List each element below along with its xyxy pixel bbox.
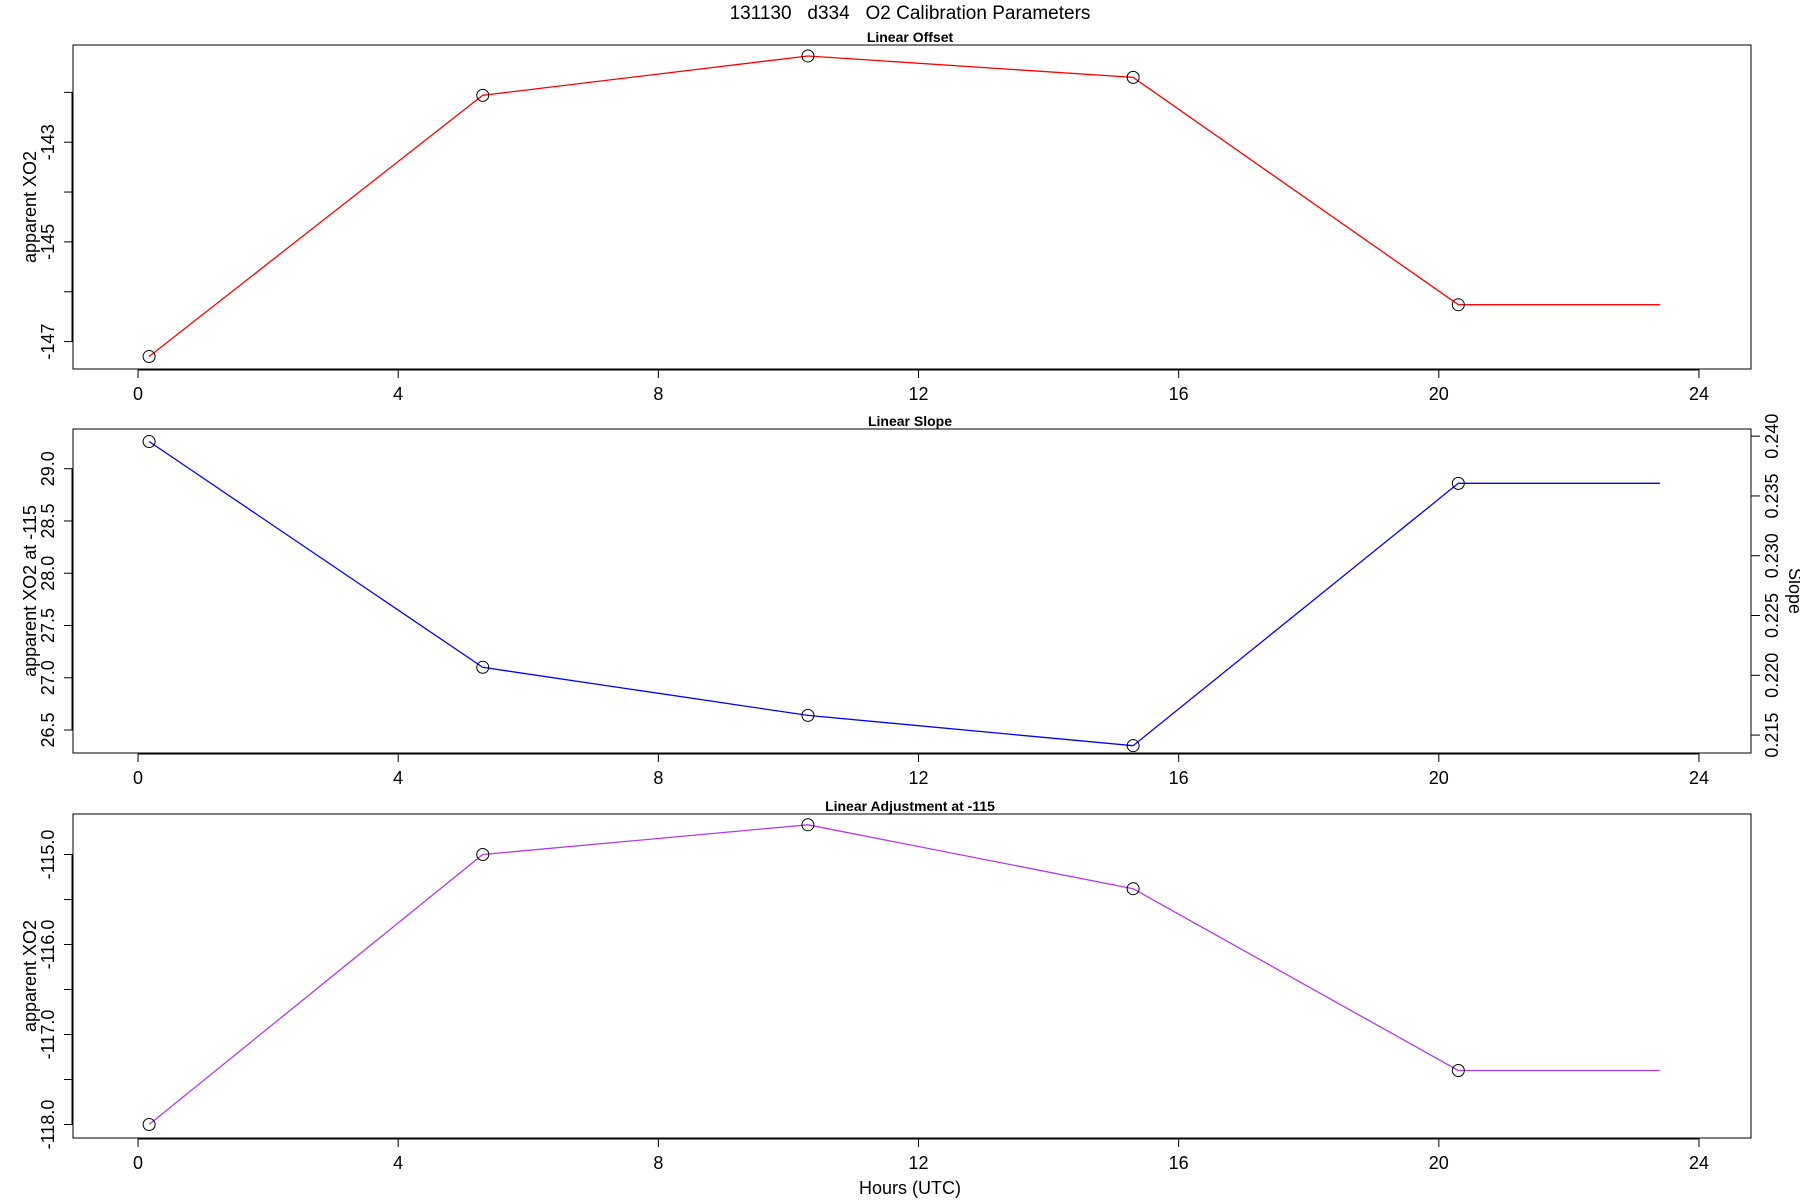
x-tick-label: 24 — [1689, 384, 1709, 404]
x-axis-label: Hours (UTC) — [859, 1178, 961, 1198]
x-tick-label: 20 — [1429, 1153, 1449, 1173]
x-tick-label: 16 — [1169, 384, 1189, 404]
x-tick-label: 24 — [1689, 768, 1709, 788]
x-tick-label: 20 — [1429, 384, 1449, 404]
series-line — [148, 440, 1660, 747]
panel-title: Linear Slope — [868, 413, 952, 429]
y-tick-label: 27.0 — [38, 660, 58, 695]
y-axis: 26.5 27.0 27.5 28.0 28.5 29.0 — [38, 451, 73, 748]
plot-frame — [72, 813, 1752, 1139]
x-tick-label: 20 — [1429, 768, 1449, 788]
data-point — [142, 350, 156, 364]
y-tick-label: 28.5 — [38, 503, 58, 538]
x-tick-label: 0 — [133, 768, 143, 788]
y-axis: -147 -145 -143 — [38, 91, 73, 360]
y-tick-label: -115.0 — [38, 830, 58, 880]
data-point — [1451, 298, 1465, 312]
y-right-tick-label: 0.230 — [1762, 533, 1782, 578]
x-tick-label: 8 — [653, 384, 663, 404]
data-point — [476, 848, 490, 861]
chart-panel-3: Linear Adjustment at -115 0 4 8 12 16 20 24 -118… — [20, 798, 1752, 1173]
x-tick-label: 12 — [908, 768, 928, 788]
x-tick-label: 4 — [393, 1153, 403, 1173]
y-tick-label: -117.0 — [38, 1010, 58, 1060]
y-right-tick-label: 0.225 — [1762, 593, 1782, 638]
x-tick-label: 12 — [908, 384, 928, 404]
x-tick-label: 16 — [1169, 1153, 1189, 1173]
panel-title: Linear Adjustment at -115 — [825, 798, 995, 814]
data-point — [1126, 70, 1140, 84]
chart-panel-1: Linear Offset 0 4 8 12 16 20 24 -147 -145 -143appa… — [20, 29, 1752, 404]
y-axis: -118.0 -117.0 -116.0 -115.0 — [38, 830, 73, 1150]
x-tick-label: 12 — [908, 1153, 928, 1173]
y-axis-right: 0.215 0.220 0.225 0.230 0.235 0.240 — [1751, 414, 1782, 758]
data-point — [1126, 882, 1140, 896]
x-tick-label: 0 — [133, 384, 143, 404]
data-point — [801, 49, 815, 63]
series-line — [148, 824, 1660, 1126]
y-tick-label: 26.5 — [38, 712, 58, 747]
y-right-tick-label: 0.235 — [1762, 473, 1782, 518]
y-right-tick-label: 0.215 — [1762, 713, 1782, 758]
x-tick-label: 16 — [1169, 768, 1189, 788]
y-axis-label: apparent XO2 at -115 — [20, 505, 40, 677]
x-tick-label: 8 — [653, 1153, 663, 1173]
series-line — [148, 55, 1660, 358]
x-axis: 0 4 8 12 16 20 24 — [133, 753, 1709, 788]
y-tick-label: -116.0 — [38, 920, 58, 970]
x-tick-label: 8 — [653, 768, 663, 788]
y-axis-label: apparent XO2 — [20, 151, 40, 263]
y-axis-label: apparent XO2 — [20, 920, 40, 1032]
data-point — [801, 818, 815, 832]
data-point — [1126, 739, 1140, 753]
data-point — [801, 708, 815, 722]
y-tick-label: 27.5 — [38, 608, 58, 643]
figure-title: 131130 d334 O2 Calibration Parameters — [730, 3, 1091, 24]
y-right-tick-label: 0.220 — [1762, 653, 1782, 698]
y-tick-label: -145 — [38, 224, 58, 260]
y-tick-label: 29.0 — [38, 451, 58, 486]
data-point — [142, 1118, 156, 1131]
x-tick-label: 4 — [393, 768, 403, 788]
y-tick-label: -143 — [38, 124, 58, 160]
data-point — [476, 660, 490, 674]
x-axis: 0 4 8 12 16 20 24 — [133, 369, 1709, 404]
data-point — [476, 88, 490, 102]
data-point — [142, 435, 156, 449]
y-tick-label: -118.0 — [38, 1100, 58, 1150]
y-tick-label: 28.0 — [38, 556, 58, 591]
x-tick-label: 24 — [1689, 1153, 1709, 1173]
data-point — [1451, 1064, 1465, 1077]
x-tick-label: 4 — [393, 384, 403, 404]
panel-title: Linear Offset — [867, 29, 954, 45]
x-tick-label: 0 — [133, 1153, 143, 1173]
y-right-axis-label: Slope — [1785, 568, 1800, 614]
plot-frame — [72, 428, 1752, 754]
plot-frame — [72, 44, 1752, 370]
data-point — [1451, 476, 1465, 490]
y-tick-label: -147 — [38, 324, 58, 360]
y-right-tick-label: 0.240 — [1762, 414, 1782, 459]
x-axis: 0 4 8 12 16 20 24 — [133, 1138, 1709, 1173]
